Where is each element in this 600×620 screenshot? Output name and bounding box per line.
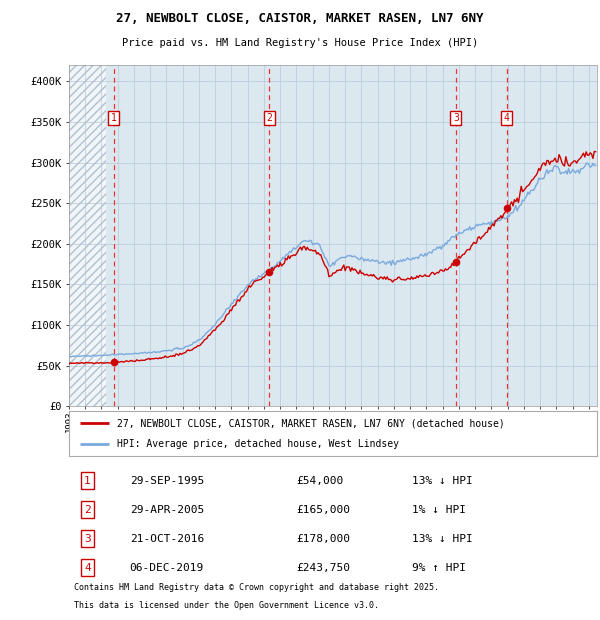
Text: 4: 4 <box>84 562 91 573</box>
Text: £165,000: £165,000 <box>296 505 350 515</box>
Bar <box>69 65 106 406</box>
Text: Contains HM Land Registry data © Crown copyright and database right 2025.: Contains HM Land Registry data © Crown c… <box>74 583 439 591</box>
Text: 1: 1 <box>84 476 91 485</box>
Text: 21-OCT-2016: 21-OCT-2016 <box>130 534 204 544</box>
Text: 27, NEWBOLT CLOSE, CAISTOR, MARKET RASEN, LN7 6NY (detached house): 27, NEWBOLT CLOSE, CAISTOR, MARKET RASEN… <box>116 418 504 428</box>
Text: 3: 3 <box>84 534 91 544</box>
Text: 9% ↑ HPI: 9% ↑ HPI <box>412 562 466 573</box>
Text: 2: 2 <box>266 113 272 123</box>
Text: 4: 4 <box>503 113 509 123</box>
Text: 13% ↓ HPI: 13% ↓ HPI <box>412 476 473 485</box>
Text: Price paid vs. HM Land Registry's House Price Index (HPI): Price paid vs. HM Land Registry's House … <box>122 38 478 48</box>
Text: 13% ↓ HPI: 13% ↓ HPI <box>412 534 473 544</box>
Text: £243,750: £243,750 <box>296 562 350 573</box>
Text: 29-SEP-1995: 29-SEP-1995 <box>130 476 204 485</box>
Text: 29-APR-2005: 29-APR-2005 <box>130 505 204 515</box>
Text: 06-DEC-2019: 06-DEC-2019 <box>130 562 204 573</box>
Text: 27, NEWBOLT CLOSE, CAISTOR, MARKET RASEN, LN7 6NY: 27, NEWBOLT CLOSE, CAISTOR, MARKET RASEN… <box>116 12 484 25</box>
Bar <box>69 65 106 406</box>
Text: This data is licensed under the Open Government Licence v3.0.: This data is licensed under the Open Gov… <box>74 601 379 609</box>
Text: HPI: Average price, detached house, West Lindsey: HPI: Average price, detached house, West… <box>116 438 398 449</box>
Text: 1% ↓ HPI: 1% ↓ HPI <box>412 505 466 515</box>
Text: 3: 3 <box>453 113 459 123</box>
Text: £178,000: £178,000 <box>296 534 350 544</box>
Text: £54,000: £54,000 <box>296 476 343 485</box>
Text: 1: 1 <box>111 113 116 123</box>
Text: 2: 2 <box>84 505 91 515</box>
